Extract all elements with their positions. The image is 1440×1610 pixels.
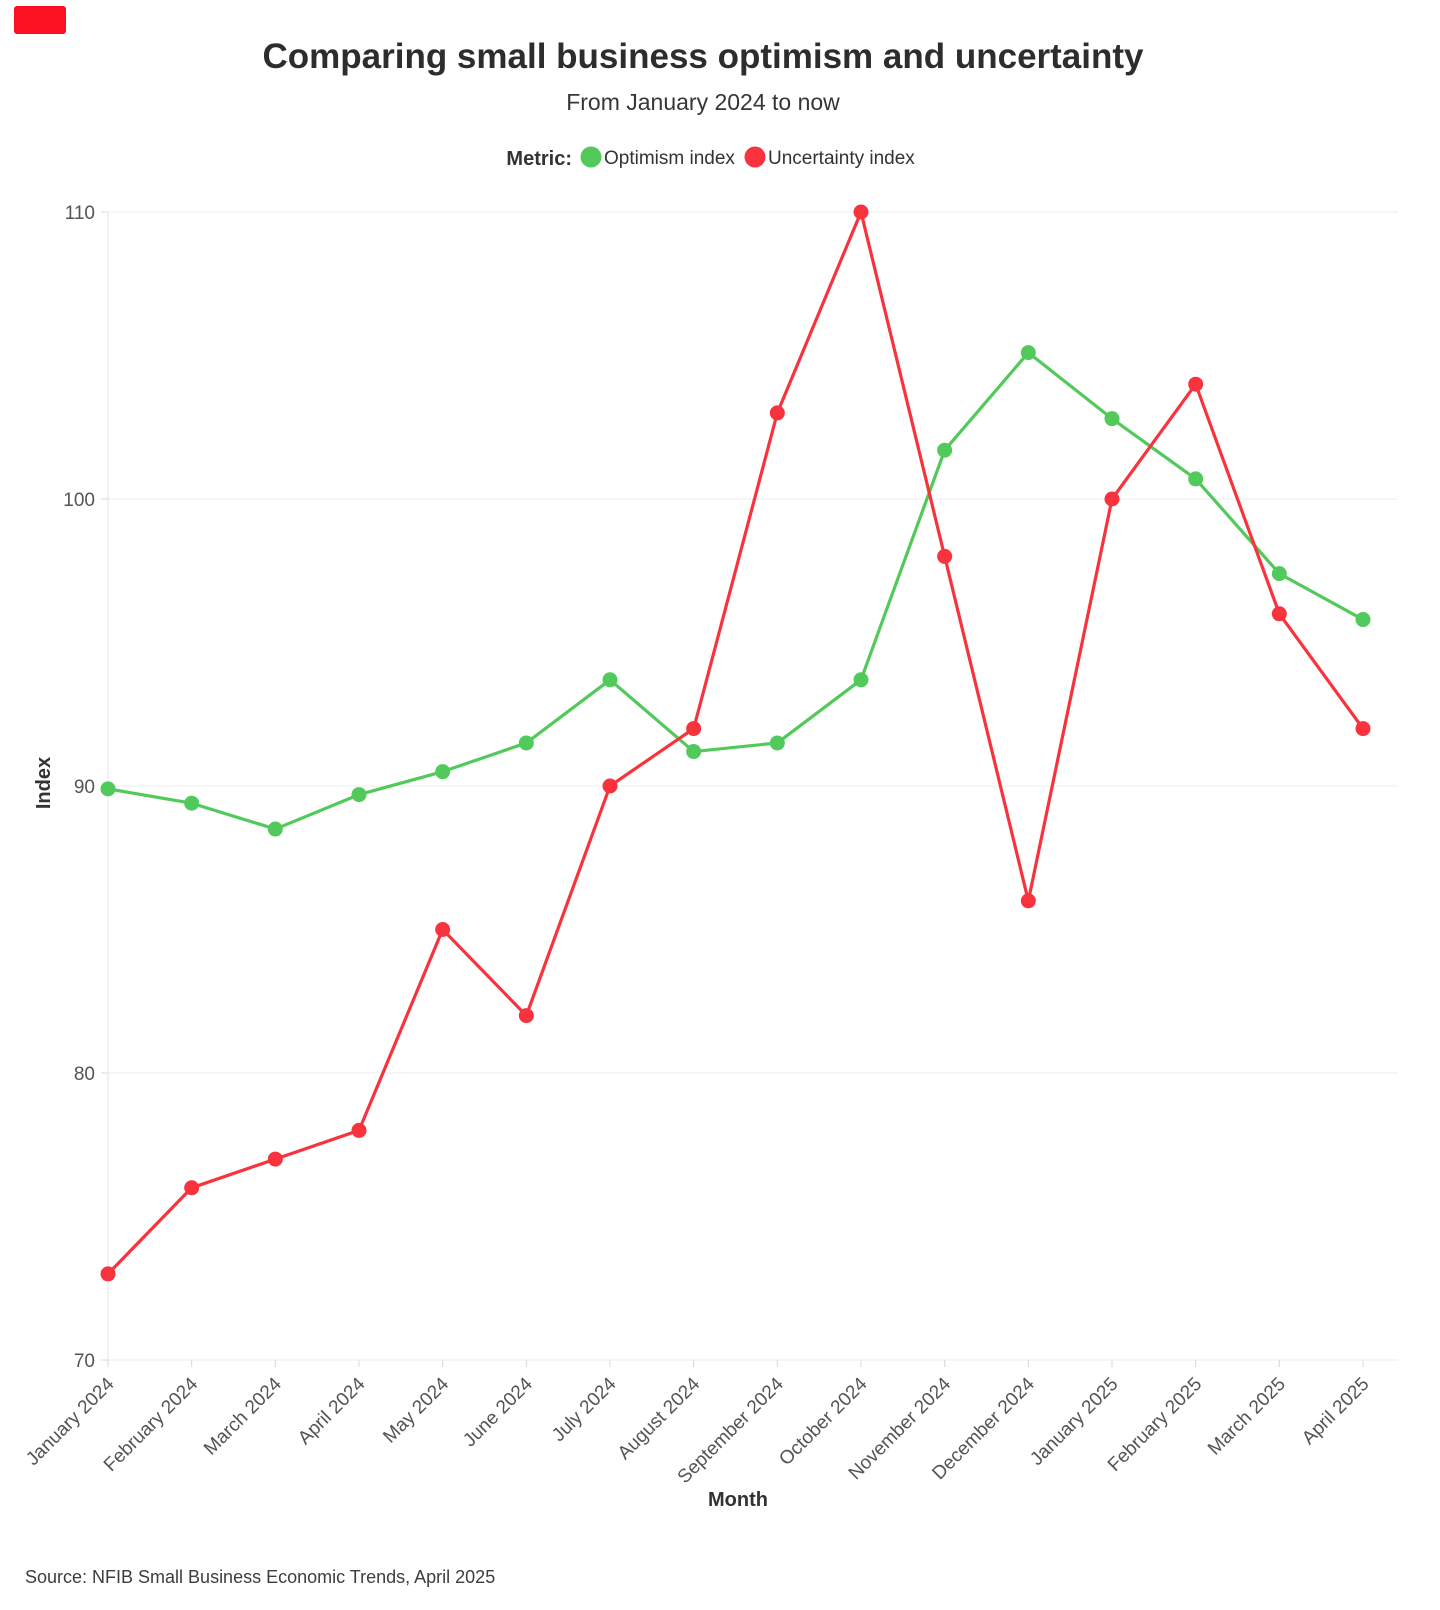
legend-swatch-uncertainty-index bbox=[744, 146, 766, 168]
data-point-optimism-index-may-2024 bbox=[435, 764, 451, 780]
data-point-uncertainty-index-november-2024 bbox=[937, 548, 953, 564]
source-note: Source: NFIB Small Business Economic Tre… bbox=[25, 1567, 495, 1587]
series-lines bbox=[100, 204, 1371, 1282]
data-point-optimism-index-march-2025 bbox=[1271, 566, 1287, 582]
data-point-uncertainty-index-march-2024 bbox=[267, 1151, 283, 1167]
data-point-uncertainty-index-september-2024 bbox=[769, 405, 785, 421]
x-axis-title: Month bbox=[708, 1489, 768, 1511]
data-point-uncertainty-index-may-2024 bbox=[435, 922, 451, 937]
data-point-uncertainty-index-january-2025 bbox=[1104, 491, 1120, 507]
y-tick-label-90: 90 bbox=[74, 777, 95, 798]
data-point-optimism-index-november-2024 bbox=[937, 442, 953, 458]
chart-title: Comparing small business optimism and un… bbox=[262, 37, 1144, 76]
legend-label-uncertainty-index: Uncertainty index bbox=[768, 148, 915, 169]
data-point-optimism-index-december-2024 bbox=[1020, 345, 1036, 361]
gridlines bbox=[108, 211, 1398, 1361]
data-point-uncertainty-index-february-2025 bbox=[1188, 376, 1204, 392]
y-axis-tick-labels: 70 80 90 100 110 bbox=[63, 203, 95, 1372]
data-point-uncertainty-index-august-2024 bbox=[686, 721, 702, 737]
x-tick-label-march-2025: March 2025 bbox=[1204, 1374, 1290, 1460]
data-point-uncertainty-index-april-2024 bbox=[351, 1122, 367, 1138]
data-point-optimism-index-february-2024 bbox=[184, 795, 200, 811]
data-point-uncertainty-index-december-2024 bbox=[1020, 893, 1036, 909]
data-point-optimism-index-february-2025 bbox=[1188, 471, 1204, 487]
y-tick-label-110: 110 bbox=[65, 203, 95, 224]
data-point-optimism-index-september-2024 bbox=[769, 735, 785, 751]
data-point-optimism-index-august-2024 bbox=[686, 744, 702, 760]
x-tick-label-march-2024: March 2024 bbox=[200, 1373, 286, 1459]
x-tick-label-august-2024: August 2024 bbox=[614, 1373, 705, 1464]
legend: Metric: Optimism index Uncertainty index bbox=[506, 146, 915, 170]
data-point-uncertainty-index-october-2024 bbox=[853, 204, 869, 220]
data-point-optimism-index-april-2025 bbox=[1355, 612, 1371, 628]
y-axis-title: Index bbox=[33, 757, 55, 809]
data-point-optimism-index-january-2025 bbox=[1104, 411, 1120, 427]
y-tick-label-70: 70 bbox=[74, 1351, 95, 1372]
recording-indicator bbox=[14, 6, 66, 34]
x-tick-label-july-2024: July 2024 bbox=[548, 1373, 621, 1446]
x-tick-label-april-2025: April 2025 bbox=[1298, 1374, 1373, 1449]
data-point-optimism-index-july-2024 bbox=[602, 672, 618, 688]
data-point-uncertainty-index-july-2024 bbox=[602, 778, 618, 794]
data-point-uncertainty-index-march-2025 bbox=[1271, 606, 1287, 622]
x-tick-label-june-2024: June 2024 bbox=[459, 1373, 537, 1451]
legend-swatch-optimism-index bbox=[580, 146, 602, 168]
axes bbox=[101, 211, 1364, 1367]
x-tick-label-april-2024: April 2024 bbox=[294, 1373, 370, 1449]
legend-metric-label: Metric: bbox=[506, 148, 572, 170]
data-point-optimism-index-june-2024 bbox=[518, 735, 534, 751]
x-tick-label-may-2024: May 2024 bbox=[379, 1373, 453, 1447]
data-point-optimism-index-march-2024 bbox=[267, 821, 283, 837]
x-tick-label-january-2025: January 2025 bbox=[1026, 1374, 1122, 1470]
y-tick-label-80: 80 bbox=[74, 1064, 95, 1085]
data-point-optimism-index-october-2024 bbox=[853, 672, 869, 688]
series-line-optimism-index bbox=[106, 351, 1365, 831]
data-point-optimism-index-april-2024 bbox=[351, 787, 367, 803]
series-line-uncertainty-index bbox=[106, 210, 1365, 1276]
data-point-uncertainty-index-april-2025 bbox=[1355, 721, 1371, 737]
chart-subtitle: From January 2024 to now bbox=[566, 89, 840, 115]
data-point-uncertainty-index-january-2024 bbox=[100, 1266, 116, 1282]
data-point-optimism-index-january-2024 bbox=[100, 781, 116, 797]
data-point-uncertainty-index-february-2024 bbox=[184, 1180, 200, 1196]
y-tick-label-100: 100 bbox=[63, 490, 95, 511]
legend-label-optimism-index: Optimism index bbox=[604, 148, 735, 169]
data-point-uncertainty-index-june-2024 bbox=[518, 1008, 534, 1024]
